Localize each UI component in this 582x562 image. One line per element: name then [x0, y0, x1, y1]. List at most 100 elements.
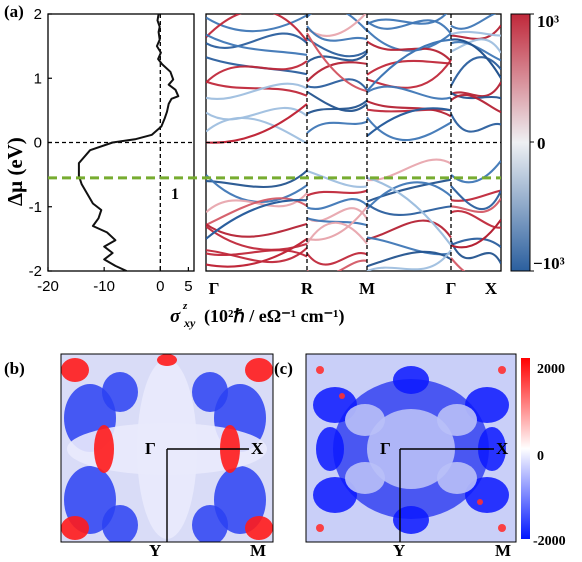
heatmap-c-blue-region [393, 506, 429, 534]
heatmap-c-blue-region [465, 477, 509, 513]
heatmap-b-red-region [245, 358, 273, 382]
band-segment [306, 32, 368, 93]
band-segment [366, 181, 452, 210]
colorbar-a-top-label: 10³ [537, 12, 559, 31]
ahc-ytick-label: 1 [34, 70, 42, 87]
ahc-xtick-label: -10 [93, 278, 115, 295]
band-segment [450, 218, 501, 249]
band-marker-label: 1 [171, 186, 179, 203]
heatmap-c-blue-region [316, 427, 344, 471]
band-segment [206, 197, 308, 226]
x-axis-subscript: xy [183, 316, 196, 330]
band-segment [306, 198, 368, 210]
band-segment [366, 100, 452, 118]
band-segment [306, 99, 368, 115]
bz-b-x: X [251, 439, 264, 458]
band-segment [206, 33, 308, 56]
colorbar-a-mid-label: 0 [537, 134, 546, 153]
ahc-xtick-label: 5 [184, 278, 192, 295]
heatmap-b-blue-region [192, 372, 228, 412]
ahc-plot: 2 1 0 -1 -2 -20 -10 0 5 1 [29, 6, 195, 295]
band-segment [206, 225, 308, 251]
band-segment [366, 19, 452, 35]
bz-map-b [61, 354, 273, 542]
heatmap-b-blue-region [102, 505, 138, 542]
heatmap-c-red-region [339, 393, 345, 399]
band-segment [366, 158, 452, 182]
x-axis-units: (10²ℏ / eΩ⁻¹ cm⁻¹) [204, 306, 344, 327]
bz-c-y: Y [393, 541, 405, 560]
band-segment [450, 209, 501, 229]
colorbar-c-mid-label: 0 [537, 449, 544, 464]
ahc-xtick-label: 0 [156, 278, 164, 295]
band-segment [306, 120, 368, 134]
band-segment [450, 38, 501, 54]
band-segment [306, 25, 368, 42]
band-segment [206, 116, 308, 145]
band-segment [450, 24, 501, 40]
heatmap-c-blue-region [465, 387, 509, 423]
heatmap-b-red-region [157, 354, 177, 366]
colorbar-c-gradient [521, 358, 530, 539]
band-segment [366, 59, 452, 76]
band-kpoint-label: M [359, 279, 375, 298]
band-segment [206, 247, 308, 264]
band-segment [306, 259, 368, 271]
band-segment [306, 61, 368, 83]
heatmap-c-red-region [316, 366, 324, 374]
heatmap-c-blue-region [393, 366, 429, 394]
band-segment [366, 38, 452, 92]
colorbar-c: 2000 0 -2000 [521, 358, 566, 549]
ahc-curve [77, 14, 180, 271]
heatmap-b-blue-region [214, 466, 266, 534]
bz-c-gamma: Γ [380, 439, 391, 458]
band-segment [306, 221, 368, 245]
band-segment [366, 203, 452, 216]
heatmap-b-red-region [245, 516, 273, 540]
band-segment [450, 38, 501, 79]
band-segment [206, 106, 308, 121]
heatmap-c-red-region [498, 366, 506, 374]
panel-b-label: (b) [4, 359, 25, 378]
heatmap-c-pale-region [437, 462, 477, 494]
ahc-ytick-label: 0 [34, 135, 42, 152]
heatmap-b-blue-region [192, 505, 228, 542]
colorbar-a: 10³ 0 −10³ [510, 12, 565, 273]
band-kpoint-label: R [301, 279, 314, 298]
band-segment [450, 197, 501, 213]
bz-path-c [399, 448, 494, 542]
panel-c-label: (c) [274, 359, 293, 378]
ahc-ytick-label: 2 [34, 6, 42, 23]
band-segment [366, 250, 452, 268]
band-segment [306, 252, 368, 266]
band-segment [450, 30, 501, 37]
band-segment [450, 185, 501, 211]
band-segment [366, 176, 452, 246]
heatmap-b-red-region [61, 516, 89, 540]
bz-b-gamma: Γ [145, 439, 156, 458]
bz-c-x: X [496, 439, 509, 458]
heatmap-c-pale-region [345, 404, 385, 436]
band-segment [306, 189, 368, 197]
band-segment [206, 14, 308, 33]
bz-map-c-frame [305, 353, 517, 543]
band-segment [450, 237, 501, 248]
x-axis-label: σ xy [170, 306, 196, 330]
band-kpoint-label: Γ [446, 279, 457, 298]
band-segment [450, 257, 466, 271]
heatmap-c-blue-region [313, 477, 357, 513]
heatmap-c-pale-region [345, 462, 385, 494]
band-kpoint-label: Γ [209, 279, 220, 298]
heatmap-c-red-region [316, 524, 324, 532]
band-segment [366, 40, 452, 62]
band-segment [206, 32, 308, 49]
colorbar-c-bottom-label: -2000 [533, 534, 566, 549]
band-segment [366, 219, 452, 241]
bz-c-m: M [495, 541, 511, 560]
band-segment [206, 14, 308, 42]
x-axis-superscript: z [182, 300, 188, 312]
heatmap-c-red-region [477, 499, 483, 505]
band-segment [306, 14, 368, 32]
colorbar-a-gradient [510, 13, 531, 272]
